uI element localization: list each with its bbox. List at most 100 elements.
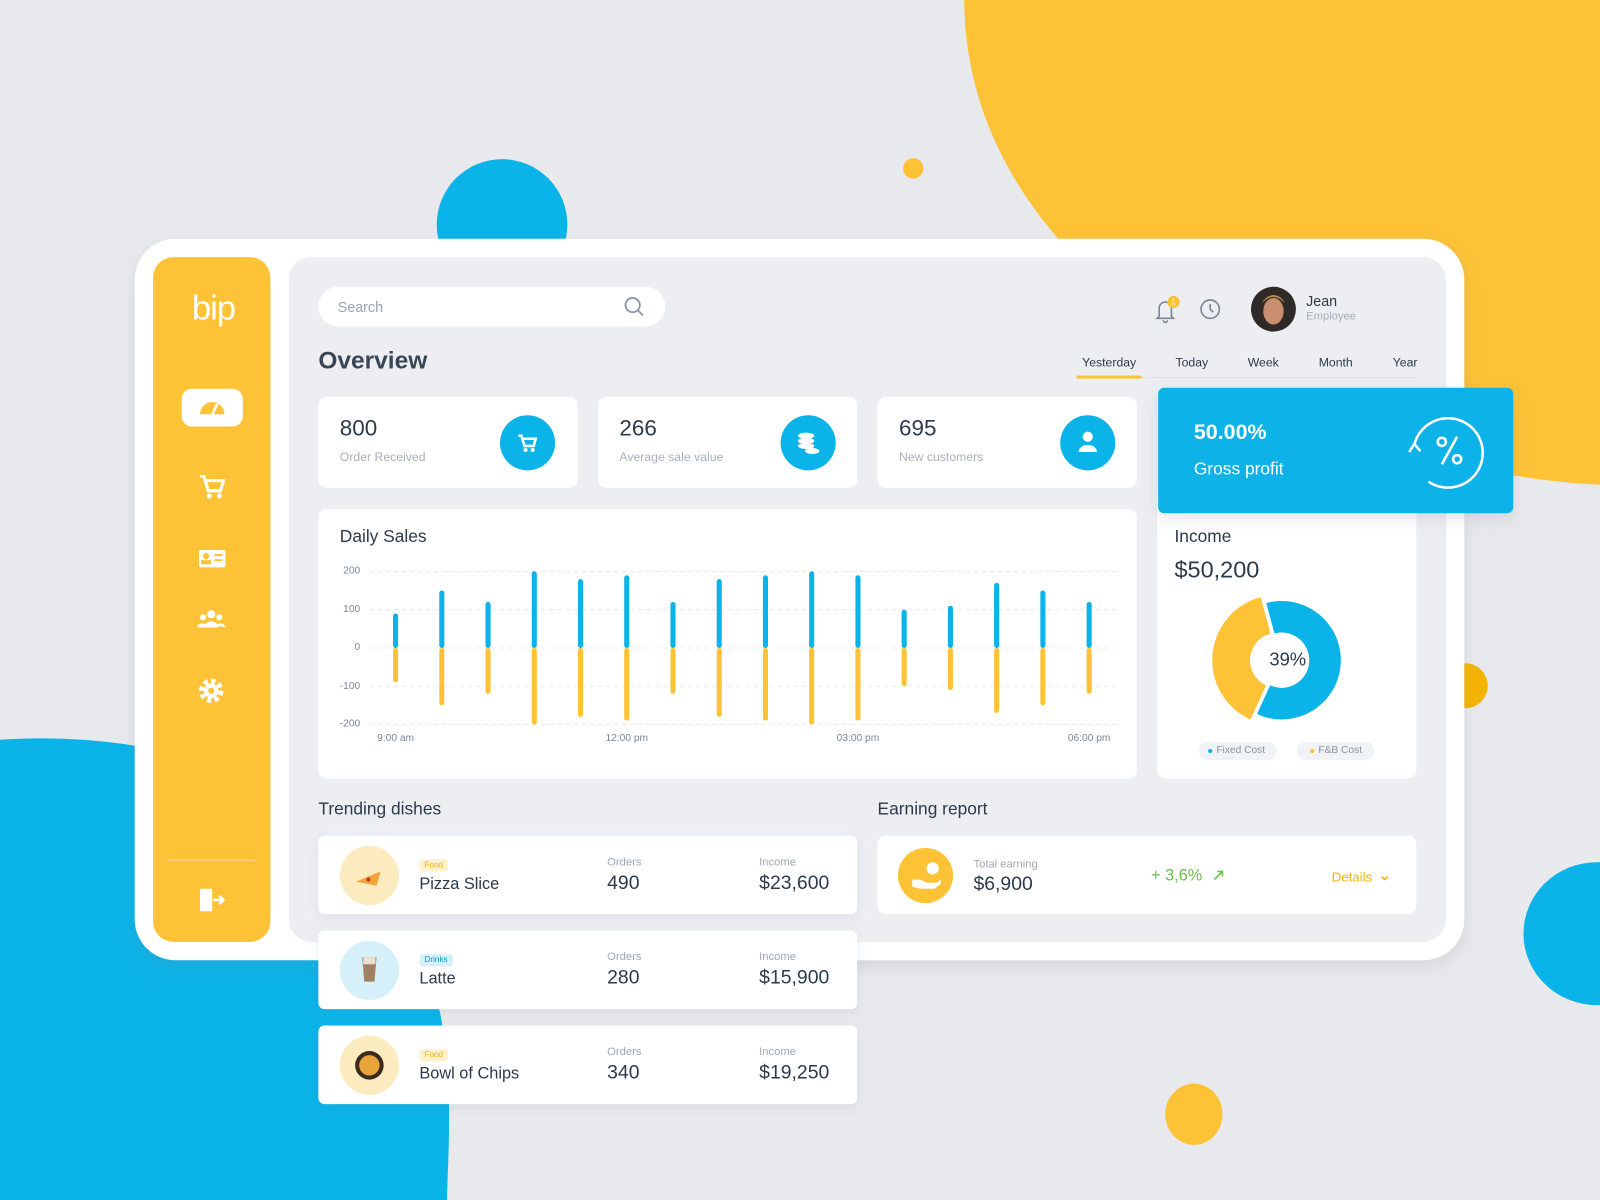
active-tab-underline: [1076, 375, 1142, 379]
earning-amount: $6,900: [973, 873, 1033, 895]
dish-tag: Food: [419, 1048, 449, 1061]
dish-row[interactable]: [318, 1025, 858, 1105]
orders-value: 490: [607, 872, 640, 894]
dish-name: Latte: [419, 970, 456, 988]
blob: [1523, 862, 1600, 1006]
section-title: Trending dishes: [318, 798, 442, 819]
y-tick-label: 0: [354, 641, 361, 654]
bar-segment: [716, 579, 722, 648]
bar-segment: [439, 590, 445, 648]
x-tick-label: 9:00 am: [377, 732, 415, 744]
bar-segment: [485, 647, 491, 694]
x-tick-label: 06:00 pm: [1067, 732, 1111, 744]
dish-name: Bowl of Chips: [419, 1065, 520, 1083]
x-tick-label: 12:00 pm: [605, 732, 649, 744]
bar-segment: [947, 605, 953, 648]
bar-segment: [393, 647, 399, 683]
gross-profit-card: [1158, 387, 1514, 514]
period-tab[interactable]: Year: [1392, 355, 1418, 370]
bar-segment: [1040, 590, 1046, 648]
stat-value: 695: [898, 415, 937, 441]
chart-title: Daily Sales: [339, 526, 427, 546]
earning-label: Total earning: [973, 858, 1038, 871]
bar-segment: [762, 575, 769, 648]
y-tick-label: 200: [343, 565, 361, 577]
stat-label: New customers: [898, 449, 984, 465]
stat-label: Average sale value: [619, 449, 724, 465]
legend-label: Fixed Cost: [1216, 744, 1266, 757]
bar-segment: [670, 602, 676, 648]
bell-icon[interactable]: [1155, 295, 1180, 324]
history-icon[interactable]: [1200, 299, 1221, 320]
pie-center-label: 39%: [1269, 649, 1307, 670]
y-tick-label: -100: [339, 680, 361, 692]
income-value: $19,250: [759, 1062, 830, 1084]
stat-value: 266: [619, 415, 657, 441]
chart-subtitle: $50,200: [1174, 556, 1260, 583]
x-tick-label: 03:00 pm: [836, 732, 880, 744]
period-tab[interactable]: Month: [1318, 355, 1353, 370]
bar-segment: [994, 647, 1000, 714]
bar-segment: [531, 647, 537, 725]
chart-title: Income: [1174, 526, 1232, 546]
dish-name: Pizza Slice: [419, 875, 500, 893]
orders-label: Orders: [607, 1045, 642, 1059]
bar-segment: [901, 609, 907, 648]
legend-label: F&B Cost: [1318, 744, 1363, 757]
bar-segment: [624, 575, 630, 648]
section-title: Earning report: [877, 798, 988, 819]
daily-sales-card: [318, 509, 1137, 779]
dish-tag: Drinks: [419, 954, 453, 966]
period-tab[interactable]: Today: [1175, 355, 1209, 370]
bar-segment: [809, 571, 815, 648]
bar-segment: [855, 647, 861, 721]
search-box[interactable]: [318, 286, 666, 327]
y-tick-label: 100: [343, 603, 361, 615]
avatar[interactable]: [1251, 286, 1296, 332]
orders-label: Orders: [607, 951, 642, 964]
bar-segment: [994, 582, 1000, 648]
bar-segment: [809, 647, 815, 725]
income-label: Income: [759, 1045, 796, 1059]
nav-cart[interactable]: [199, 474, 226, 499]
bar-segment: [1086, 602, 1092, 648]
gross-profit-label: Gross profit: [1193, 459, 1284, 479]
orders-label: Orders: [607, 856, 642, 869]
dish-row[interactable]: [318, 835, 858, 915]
bar-segment: [855, 575, 861, 648]
stat-value: 800: [339, 415, 378, 441]
nav-contacts[interactable]: [198, 549, 226, 568]
bar-segment: [485, 602, 491, 648]
dish-row[interactable]: [318, 930, 858, 1010]
earning-change: + 3,6%: [1151, 867, 1203, 885]
bar-segment: [947, 647, 953, 691]
income-label: Income: [759, 856, 796, 869]
blob: [1165, 1083, 1223, 1145]
income-value: $15,900: [759, 967, 830, 989]
income-value: $23,600: [759, 872, 830, 894]
notification-badge: 1: [1171, 297, 1176, 307]
bar-segment: [670, 647, 676, 694]
pie-slice: [1212, 597, 1271, 720]
user-name: Jean: [1306, 292, 1338, 310]
period-tab[interactable]: Yesterday: [1082, 355, 1137, 370]
orders-value: 340: [607, 1062, 640, 1084]
nav-settings[interactable]: [198, 678, 224, 704]
income-label: Income: [759, 951, 796, 964]
y-tick-label: -200: [339, 718, 361, 730]
gross-profit-value: 50.00%: [1193, 420, 1267, 444]
nav-logout[interactable]: [199, 888, 226, 912]
bar-segment: [577, 579, 584, 648]
details-link[interactable]: Details: [1331, 869, 1373, 885]
blob: [903, 158, 924, 179]
bar-segment: [716, 647, 722, 717]
sidebar: [153, 257, 271, 942]
bar-segment: [531, 571, 537, 648]
logo: bip: [191, 288, 236, 328]
nav-team[interactable]: [196, 610, 226, 628]
bar-segment: [1086, 647, 1092, 694]
page-title: Overview: [318, 346, 428, 375]
period-tab[interactable]: Week: [1247, 355, 1279, 370]
